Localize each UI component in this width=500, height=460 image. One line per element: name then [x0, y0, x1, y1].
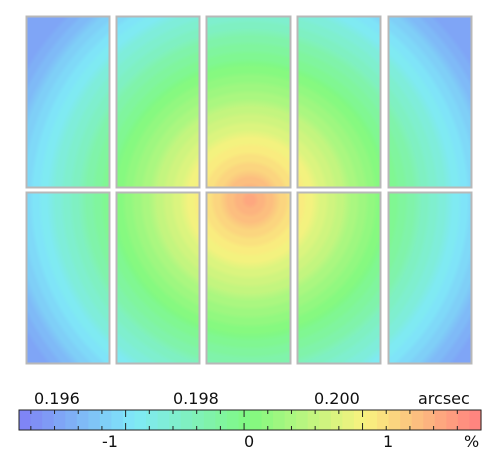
colorbar-level: [99, 410, 112, 430]
ccd-chip-r1-c2: [115, 15, 201, 189]
colorbar-level: [377, 410, 390, 430]
colorbar-level: [238, 410, 251, 430]
colorbar-level: [215, 410, 228, 430]
colorbar-level: [261, 410, 274, 430]
colorbar-level: [111, 410, 124, 430]
colorbar-level: [88, 410, 101, 430]
colorbar-top-tick-0196: 0.196: [34, 389, 80, 408]
colorbar-level: [134, 410, 147, 430]
colorbar-level: [307, 410, 320, 430]
colorbar-level: [192, 410, 205, 430]
colorbar-level: [203, 410, 216, 430]
colorbar-level: [76, 410, 89, 430]
colorbar-level: [446, 410, 459, 430]
colorbar-level: [65, 410, 78, 430]
colorbar-level: [122, 410, 136, 430]
colorbar-level: [411, 410, 424, 430]
ccd-chip-r2-c2: [115, 191, 201, 365]
colorbar-level: [157, 410, 170, 430]
colorbar-frame: [18, 409, 482, 431]
colorbar-level: [42, 410, 55, 430]
colorbar-level: [180, 410, 193, 430]
colorbar-level: [457, 410, 471, 430]
colorbar-level: [169, 410, 182, 430]
ccd-chip-r1-c4: [296, 15, 382, 189]
colorbar-level: [434, 410, 447, 430]
colorbar: [18, 409, 482, 431]
colorbar-level: [250, 410, 263, 430]
colorbar-level: [319, 410, 332, 430]
ccd-chip-r2-c1: [25, 191, 111, 365]
colorbar-level: [469, 410, 482, 430]
colorbar-level: [388, 410, 401, 430]
colorbar-level: [30, 410, 43, 430]
colorbar-level: [296, 410, 309, 430]
ccd-chip-r1-c5: [387, 15, 473, 189]
colorbar-level: [400, 410, 413, 430]
colorbar-level: [226, 410, 240, 430]
colorbar-level: [353, 410, 367, 430]
colorbar-level: [342, 410, 355, 430]
colorbar-level: [53, 410, 66, 430]
colorbar-bottom-unit: %: [464, 432, 480, 451]
colorbar-level: [330, 410, 343, 430]
colorbar-top-tick-0198: 0.198: [173, 389, 219, 408]
colorbar-level: [146, 410, 159, 430]
colorbar-bottom-tick-1: 1: [383, 432, 394, 451]
ccd-chip-r2-c3: [205, 191, 292, 365]
colorbar-bottom-tick-minus1: -1: [102, 432, 118, 451]
colorbar-top-tick-0200: 0.200: [314, 389, 360, 408]
colorbar-level: [273, 410, 286, 430]
ccd-chip-r2-c4: [296, 191, 382, 365]
colorbar-bottom-tick-0: 0: [244, 432, 255, 451]
colorbar-level: [423, 410, 436, 430]
ccd-chip-r1-c3: [205, 15, 292, 189]
colorbar-level: [365, 410, 378, 430]
ccd-chip-r1-c1: [25, 15, 111, 189]
colorbar-level: [284, 410, 297, 430]
colorbar-level: [19, 410, 32, 430]
ccd-chip-r2-c5: [387, 191, 473, 365]
colorbar-top-unit: arcsec: [418, 389, 470, 408]
